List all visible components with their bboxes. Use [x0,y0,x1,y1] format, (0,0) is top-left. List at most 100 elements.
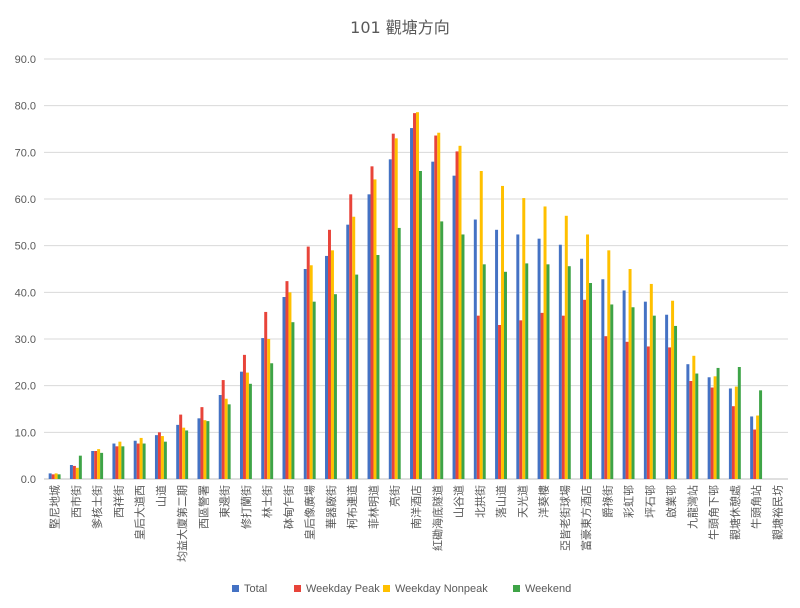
bar-weekday-nonpeak [97,449,101,479]
bar-weekday-nonpeak [309,265,313,479]
bar-total [218,395,222,479]
legend-swatch [232,585,239,592]
bar-weekday-peak [455,151,459,479]
bar-weekday-peak [72,465,76,479]
bar-weekday-nonpeak [649,283,653,479]
bar-weekday-nonpeak [75,467,79,479]
bar-total [728,388,732,479]
bar-weekday-nonpeak [501,185,505,479]
bar-weekday-peak [668,347,672,479]
bar-weekday-peak [200,407,204,479]
x-tick-label: 華器廠街 [324,485,338,529]
bar-weekday-peak [413,113,416,479]
bar-total [622,290,626,479]
bar-weekend [461,234,465,479]
bar-weekday-nonpeak [352,216,356,479]
bar-total [261,338,265,479]
bar-weekday-peak [115,446,119,479]
bar-weekend [397,227,401,479]
bar-weekend [121,446,125,479]
bar-total [239,371,243,479]
x-tick-label: 東邊街 [218,485,232,518]
bar-weekend [57,474,61,479]
bar-total [133,440,137,479]
bar-weekend [418,171,422,479]
x-tick-label: 西祥街 [111,485,125,518]
bar-weekday-peak [391,133,395,479]
bar-weekend [312,301,316,479]
legend-label: Weekday Nonpeak [395,583,488,595]
bar-total [112,443,116,479]
x-tick-label: 山谷道 [452,485,466,518]
bar-weekday-peak [519,320,523,479]
bar-weekday-peak [625,341,629,479]
y-tick-label: 0.0 [21,474,36,486]
bar-weekday-nonpeak [118,441,122,479]
bar-total [473,219,477,480]
y-tick-label: 80.0 [15,101,36,113]
bar-weekday-nonpeak [182,427,186,479]
y-axis: 0.0 10.0 20.0 30.0 40.0 50.0 60.0 70.0 80.0 90.0 [15,54,36,486]
y-tick-label: 60.0 [15,194,36,206]
bar-total [325,255,328,479]
bar-total [580,258,584,479]
bar-weekend [163,441,167,479]
bar-total [346,224,350,479]
bar-weekend [78,455,82,479]
bar-weekend [291,322,295,479]
y-tick-label: 50.0 [15,241,36,253]
bar-weekday-nonpeak [54,473,58,479]
bar-weekday-peak [306,246,310,479]
bar-total [495,229,499,479]
bar-weekend [206,421,210,479]
bar-weekend [504,271,507,479]
bar-weekend [333,294,337,479]
bar-total [452,175,456,479]
bar-weekend [100,452,104,479]
bar-total [176,424,180,479]
y-tick-label: 90.0 [15,54,36,66]
bar-weekday-nonpeak [288,292,292,479]
bar-weekday-nonpeak [479,171,483,479]
bar-weekend [716,367,720,479]
bar-weekend [546,264,550,479]
chart-title: 101 觀塘方向 [350,18,450,37]
bar-total [91,451,95,479]
bar-total [388,159,392,480]
x-tick-label: 北拱街 [473,485,487,518]
bar-total [410,128,414,480]
bar-weekend [610,304,614,479]
x-tick-label: 菲林明道 [366,485,380,529]
bar-weekday-nonpeak [437,132,441,479]
x-tick-label: 爹核士街 [90,485,104,529]
bar-total [69,465,73,479]
legend-label: Weekend [525,583,571,595]
bar-weekday-peak [157,432,161,479]
bars [48,112,763,480]
x-tick-label: 砵甸乍街 [281,485,295,529]
bar-total [643,301,647,479]
bar-weekday-peak [753,429,757,479]
bar-weekday-nonpeak [692,355,696,479]
bar-weekday-peak [604,336,608,479]
bar-total [154,435,158,479]
bar-weekday-peak [476,315,480,479]
x-tick-label: 亞皆老街球場 [558,485,572,551]
legend-label: Total [244,583,267,595]
bar-weekday-peak [264,311,268,479]
legend-swatch [513,585,520,592]
x-tick-label: 觀塘裕民坊 [770,485,784,540]
bar-weekday-peak [646,346,650,479]
bar-weekend [270,363,274,479]
bar-weekday-nonpeak [416,112,419,479]
legend-label: Weekday Peak [306,583,380,595]
bar-weekday-nonpeak [245,372,249,479]
bar-weekend [185,430,189,479]
bar-weekend [525,263,529,479]
bar-weekday-peak [242,354,246,479]
bar-weekday-nonpeak [394,138,398,480]
bar-weekday-peak [540,312,544,479]
bar-weekday-nonpeak [564,215,568,480]
x-tick-label: 西市街 [69,485,83,518]
